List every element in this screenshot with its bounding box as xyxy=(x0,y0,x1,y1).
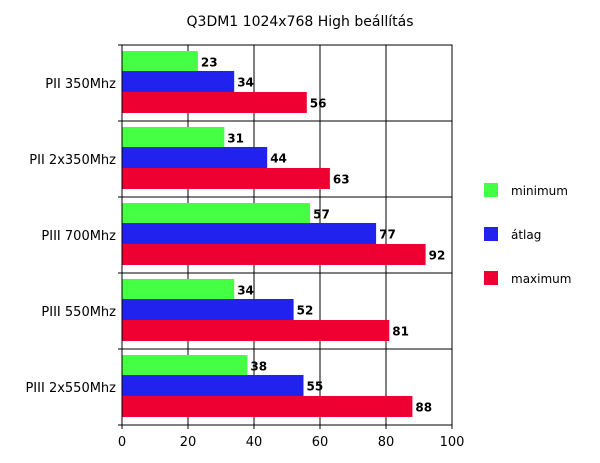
bar xyxy=(122,51,198,72)
value-label: 56 xyxy=(310,97,327,111)
x-tick-label: 20 xyxy=(180,435,197,450)
bar xyxy=(122,375,304,396)
value-label: 34 xyxy=(237,76,254,90)
legend-swatch xyxy=(484,227,498,241)
value-label: 23 xyxy=(201,56,218,70)
legend-label: maximum xyxy=(511,272,571,286)
legend: minimum átlag maximum xyxy=(484,183,571,286)
legend-label: átlag xyxy=(511,228,541,242)
value-label: 57 xyxy=(313,208,330,222)
value-label: 81 xyxy=(392,325,409,339)
bar xyxy=(122,244,426,265)
bar xyxy=(122,92,307,113)
bar xyxy=(122,320,390,341)
value-label: 34 xyxy=(237,284,254,298)
value-label: 63 xyxy=(333,173,350,187)
bar xyxy=(122,396,413,417)
category-label: PII 2x350Mhz xyxy=(29,153,116,168)
plot-area: 0 20 40 60 80 100 23 34 56 PII 350Mhz 31 44 63 PII 2x… xyxy=(25,44,465,450)
legend-swatch xyxy=(484,271,498,285)
value-label: 31 xyxy=(227,132,244,146)
category-label: PIII 2x550Mhz xyxy=(25,381,116,396)
category-label: PII 350Mhz xyxy=(45,77,116,92)
bar xyxy=(122,299,294,320)
bar xyxy=(122,223,377,244)
value-label: 52 xyxy=(297,304,314,318)
bar xyxy=(122,203,311,224)
value-label: 44 xyxy=(270,152,287,166)
legend-label: minimum xyxy=(511,184,568,198)
legend-swatch xyxy=(484,183,498,197)
chart-title: Q3DM1 1024x768 High beállítás xyxy=(187,14,414,30)
bar xyxy=(122,147,268,168)
bar xyxy=(122,71,235,92)
value-label: 92 xyxy=(429,249,446,263)
x-tick-label: 100 xyxy=(440,435,465,450)
value-label: 77 xyxy=(379,228,396,242)
category-label: PIII 550Mhz xyxy=(41,305,116,320)
plot-border xyxy=(121,44,453,426)
value-label: 38 xyxy=(250,360,267,374)
x-tick-label: 80 xyxy=(378,435,395,450)
value-label: 55 xyxy=(307,380,324,394)
bar xyxy=(122,279,235,300)
x-tick-label: 0 xyxy=(118,435,126,450)
bar xyxy=(122,168,330,189)
value-label: 88 xyxy=(415,401,432,415)
bar xyxy=(122,127,225,148)
x-tick-label: 60 xyxy=(312,435,329,450)
bar xyxy=(122,355,248,376)
x-tick-label: 40 xyxy=(246,435,263,450)
category-label: PIII 700Mhz xyxy=(41,229,116,244)
